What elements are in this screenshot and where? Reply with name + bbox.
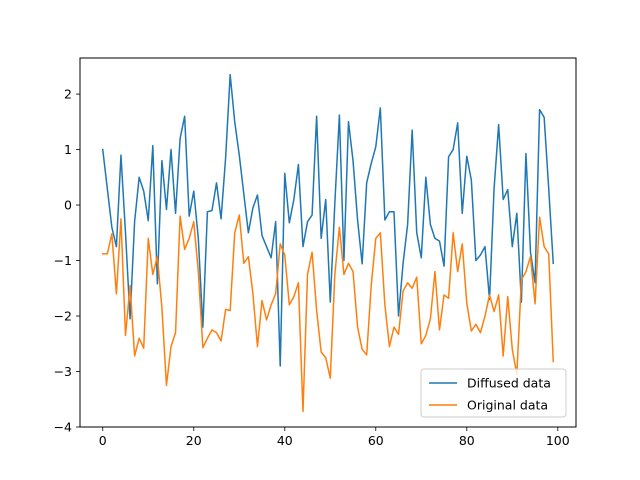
y-tick-label: 1	[64, 142, 72, 157]
x-tick-label: 100	[546, 433, 570, 448]
x-tick-label: 20	[186, 433, 202, 448]
y-tick-label: 2	[64, 87, 72, 102]
x-tick-label: 60	[368, 433, 384, 448]
legend: Diffused data Original data	[420, 368, 567, 418]
y-tick-label: −2	[54, 309, 72, 324]
y-axis: 2 1 0 −1 −2 −3 −4	[54, 87, 80, 435]
y-tick-label: −4	[54, 420, 72, 435]
series-layer	[101, 73, 555, 413]
legend-label: Diffused data	[467, 376, 551, 391]
y-tick-label: −1	[54, 253, 72, 268]
x-tick-label: 0	[99, 433, 107, 448]
x-tick-label: 80	[459, 433, 475, 448]
legend-label: Original data	[467, 398, 548, 413]
legend-box	[420, 368, 567, 418]
series-line-original-data	[102, 214, 555, 413]
plot-area	[79, 57, 577, 428]
x-axis: 0 20 40 60 80 100	[99, 427, 570, 448]
y-tick-label: −3	[54, 364, 72, 379]
y-tick-label: 0	[64, 198, 72, 213]
axes-frame	[79, 57, 577, 428]
x-tick-label: 40	[277, 433, 293, 448]
series-line-diffused-data	[101, 73, 555, 367]
